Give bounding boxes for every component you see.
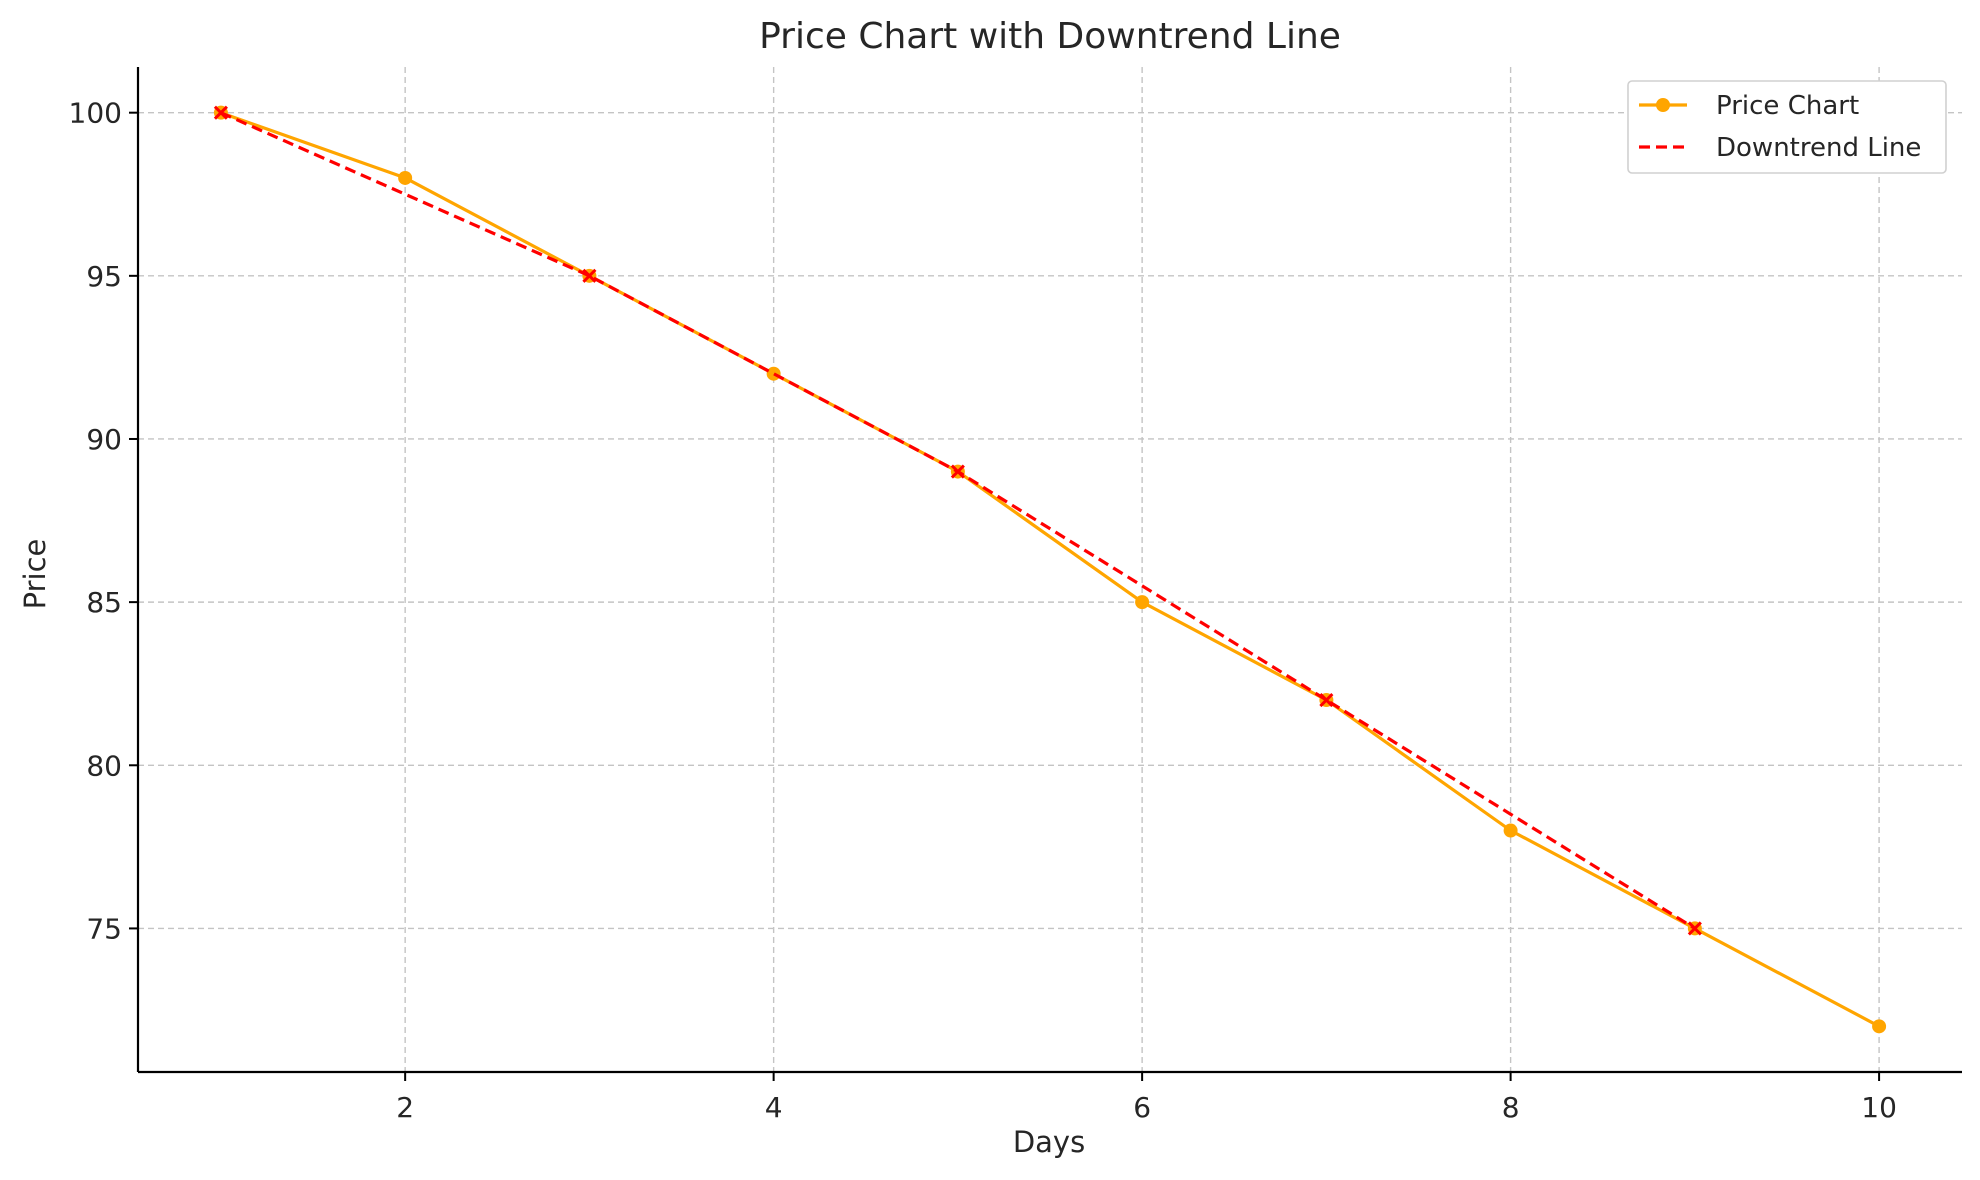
data-point — [950, 464, 965, 479]
x-tick-label: 8 — [1502, 1091, 1520, 1124]
x-tick-label: 2 — [396, 1091, 414, 1124]
legend-label: Downtrend Line — [1716, 133, 1921, 163]
series-layer — [213, 105, 1887, 1034]
legend-label: Price Chart — [1716, 91, 1859, 121]
axes: 2 4 6 8 10 75 80 85 90 95 100 — [69, 67, 1962, 1124]
x-marker-stroke — [213, 105, 228, 120]
y-tick-label: 100 — [69, 97, 122, 130]
data-point — [1135, 595, 1150, 610]
x-marker-stroke — [1687, 921, 1702, 936]
data-point — [766, 366, 781, 381]
legend-marker — [1656, 98, 1670, 112]
x-tick-label: 4 — [765, 1091, 783, 1124]
x-tick-label: 6 — [1133, 1091, 1151, 1124]
y-tick-label: 80 — [86, 749, 122, 782]
grid — [138, 67, 1962, 1072]
x-axis-title: Days — [1013, 1125, 1085, 1159]
data-point — [398, 170, 413, 185]
data-point — [1687, 921, 1702, 936]
legend-item-1: Price Chart — [1639, 91, 1859, 121]
data-point — [1872, 1019, 1887, 1034]
legend-item-2: Downtrend Line — [1639, 133, 1921, 163]
y-tick-label: 90 — [86, 423, 122, 456]
legend: Price Chart Downtrend Line — [1627, 80, 1947, 174]
y-tick-label: 95 — [86, 260, 122, 293]
y-axis-title: Price — [18, 539, 52, 610]
data-point — [1503, 823, 1518, 838]
x-tick-label: 10 — [1861, 1091, 1897, 1124]
x-marker-stroke — [582, 268, 597, 283]
data-point — [582, 268, 597, 283]
y-tick-label: 75 — [86, 912, 122, 945]
legend-box — [1627, 80, 1947, 174]
x-marker-stroke — [950, 464, 965, 479]
data-point — [213, 105, 228, 120]
data-point — [1319, 692, 1334, 708]
chart-title: Price Chart with Downtrend Line — [759, 16, 1341, 57]
series-line-1 — [220, 111, 1880, 1028]
x-marker-stroke — [1319, 692, 1334, 708]
y-tick-label: 85 — [86, 586, 122, 619]
